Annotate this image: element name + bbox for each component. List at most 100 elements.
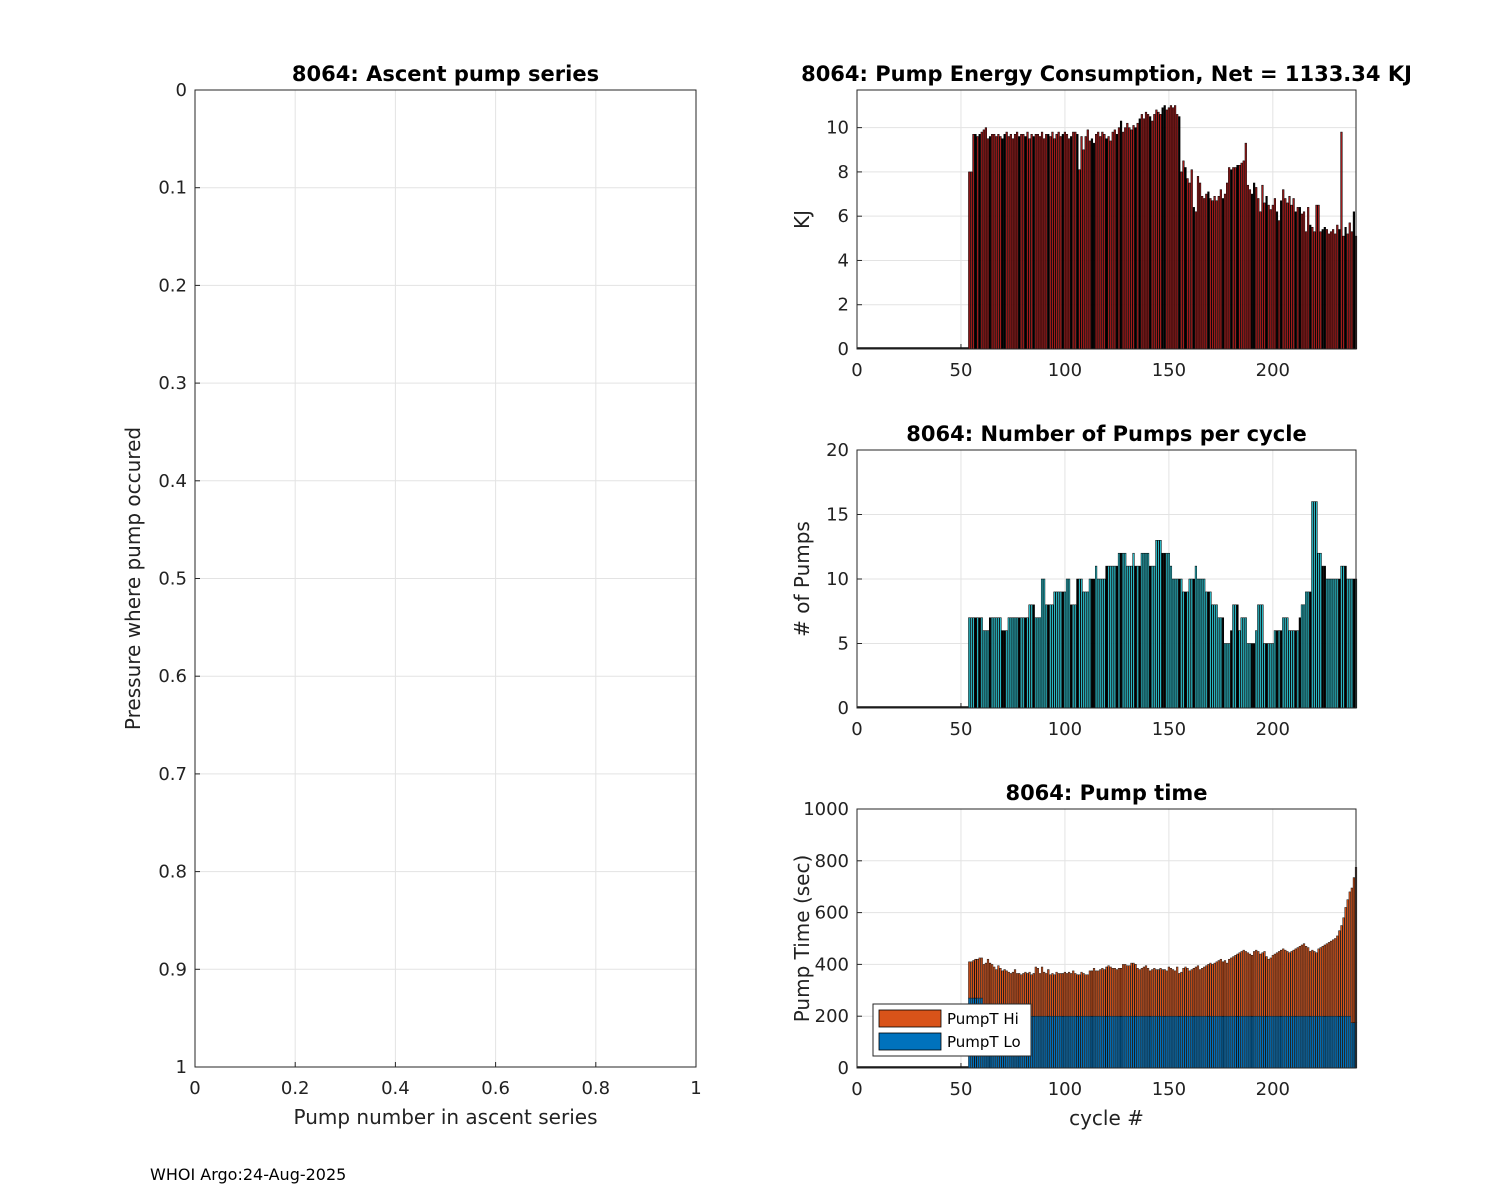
bar xyxy=(980,131,983,350)
bar xyxy=(1290,204,1293,350)
bar xyxy=(1334,578,1337,709)
bar xyxy=(1061,134,1064,350)
bar-hi xyxy=(1117,968,1121,1017)
bar-lo xyxy=(1119,1015,1123,1069)
bar xyxy=(1332,229,1335,350)
bar xyxy=(1151,120,1154,350)
bar-hi xyxy=(1263,951,1266,1017)
bar-lo xyxy=(1047,1015,1050,1069)
bar xyxy=(1275,630,1279,709)
bar-lo xyxy=(1142,1015,1146,1069)
bar xyxy=(1203,198,1206,350)
y-tick-label: 0.5 xyxy=(158,569,187,590)
bar-lo xyxy=(1325,1015,1328,1069)
bar-lo xyxy=(1250,1015,1254,1069)
bar xyxy=(1024,136,1027,350)
axes-box xyxy=(856,449,1357,709)
bar xyxy=(1184,167,1187,350)
bar-lo xyxy=(1155,1015,1158,1069)
bar-lo xyxy=(1115,1015,1118,1069)
bar-hi xyxy=(1136,968,1139,1017)
bar-lo xyxy=(1080,1015,1083,1069)
bar-lo xyxy=(1097,1015,1100,1069)
bar-lo xyxy=(1128,1015,1131,1069)
x-tick-label: 150 xyxy=(1152,719,1186,740)
bar-hi xyxy=(1207,964,1210,1017)
bar xyxy=(1302,211,1306,350)
bar-lo xyxy=(1311,1015,1314,1069)
bar xyxy=(1045,134,1048,350)
bar-hi xyxy=(1047,969,1050,1017)
bar-hi xyxy=(1253,951,1256,1017)
bar xyxy=(1005,131,1008,350)
bar xyxy=(976,617,979,709)
bar xyxy=(1213,196,1216,350)
bar-lo xyxy=(1138,1015,1141,1069)
bar xyxy=(1151,565,1154,709)
bar xyxy=(1149,116,1152,350)
bar-hi xyxy=(1084,974,1087,1017)
bar xyxy=(1265,196,1268,350)
bar xyxy=(1269,209,1272,350)
bar xyxy=(968,171,971,350)
bar xyxy=(1186,178,1189,350)
bar xyxy=(1092,578,1096,709)
bar xyxy=(1167,107,1170,350)
bar-hi xyxy=(1317,948,1320,1017)
bar xyxy=(1076,578,1079,709)
x-tick-label: 0.4 xyxy=(381,1078,410,1099)
chart-title: 8064: Pump time xyxy=(1005,781,1207,805)
bar xyxy=(1174,105,1177,350)
bar xyxy=(1113,129,1116,350)
bar xyxy=(1055,134,1058,350)
bar-hi xyxy=(1099,969,1102,1017)
x-tick-label: 0 xyxy=(189,1078,200,1099)
bar xyxy=(1209,591,1212,709)
bar-hi xyxy=(1190,969,1193,1017)
bar xyxy=(1099,136,1102,350)
bar-lo xyxy=(1280,1015,1283,1069)
bar-lo xyxy=(1215,1015,1218,1069)
bar-lo xyxy=(1217,1015,1220,1069)
bar xyxy=(1298,207,1301,350)
bar-hi xyxy=(970,961,973,999)
bar xyxy=(1032,136,1035,350)
bar xyxy=(982,630,985,709)
bar xyxy=(1313,501,1316,709)
y-tick-label: 0 xyxy=(176,80,187,101)
bar xyxy=(1140,552,1143,709)
y-tick-label: 600 xyxy=(815,903,849,924)
bar xyxy=(1144,552,1148,709)
bar xyxy=(1338,229,1341,350)
bar-lo xyxy=(1049,1015,1052,1069)
bar xyxy=(1284,617,1287,709)
bar xyxy=(1049,136,1052,350)
bar xyxy=(1122,552,1125,709)
bar-lo xyxy=(1201,1015,1204,1069)
bar-lo xyxy=(1070,1015,1073,1069)
bar xyxy=(1074,131,1077,350)
bar xyxy=(991,134,994,350)
bar xyxy=(995,617,998,709)
bar-lo xyxy=(1186,1015,1189,1069)
bar xyxy=(1336,224,1339,350)
bar xyxy=(1246,184,1249,350)
bar-lo xyxy=(1286,1015,1289,1069)
bar xyxy=(972,617,975,709)
bar-lo xyxy=(1153,1015,1156,1069)
bar-lo xyxy=(1163,1015,1166,1069)
bar xyxy=(1007,136,1010,350)
bar xyxy=(1329,578,1333,709)
bar-hi xyxy=(1350,887,1353,1023)
bar xyxy=(1192,207,1195,350)
bar xyxy=(1273,630,1276,709)
bar-lo xyxy=(1053,1015,1056,1069)
bar xyxy=(1211,200,1214,350)
bar-hi xyxy=(1074,973,1077,1017)
y-tick-label: 6 xyxy=(838,206,849,227)
bar-hi xyxy=(1346,899,1349,1017)
bar xyxy=(1082,149,1085,350)
bar-hi xyxy=(1250,955,1254,1017)
legend-swatch-hi xyxy=(878,1009,942,1028)
bar-hi xyxy=(1205,965,1208,1017)
